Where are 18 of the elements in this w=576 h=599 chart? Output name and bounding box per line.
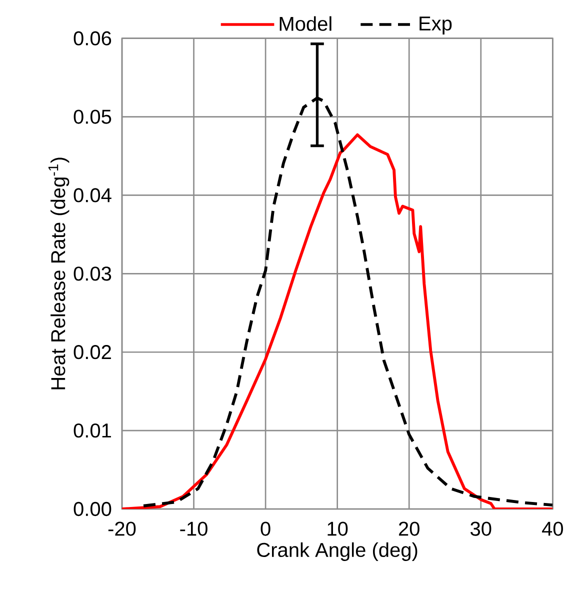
x-tick-label: 30 (470, 522, 492, 536)
y-tick-label: 0.02 (74, 345, 111, 360)
legend-label: Exp (420, 16, 452, 35)
x-tick-label: 10 (328, 522, 348, 536)
y-axis-title: Heat Release Rate (deg$^{-1}$) (48, 158, 70, 390)
y-tick-label: 0.00 (74, 502, 112, 516)
x-tick-label: 20 (398, 522, 420, 536)
x-tick-label: 40 (542, 522, 563, 536)
x-axis-title: Crank Angle (deg) (257, 542, 418, 561)
y-tick-label: 0.03 (74, 266, 112, 281)
x-tick-label: 0 (260, 522, 270, 536)
x-tick-label: -20 (108, 522, 136, 536)
legend-label: Model (280, 16, 332, 31)
x-tick-label: -10 (180, 522, 208, 536)
y-tick-label: 0.05 (74, 110, 112, 124)
y-tick-label: 0.01 (74, 423, 111, 438)
y-tick-label: 0.06 (74, 31, 112, 46)
y-tick-label: 0.04 (74, 188, 112, 202)
